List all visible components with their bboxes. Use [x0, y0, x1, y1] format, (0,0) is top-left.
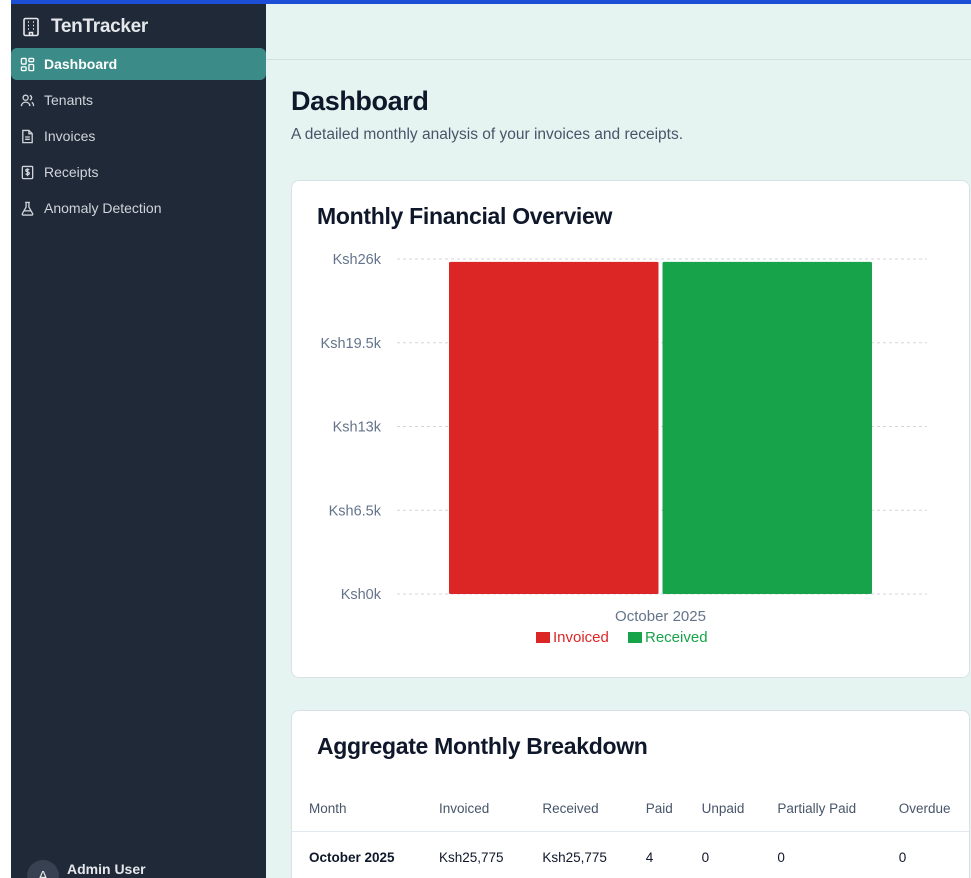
column-header-invoiced[interactable]: Invoiced [421, 787, 526, 832]
x-tick-label: October 2025 [615, 608, 706, 625]
dashboard-icon [20, 57, 35, 71]
y-tick-label: Ksh6.5k [329, 503, 382, 519]
cell-invoiced: Ksh25,775 [438, 849, 504, 865]
sidebar: TenTracker Dashboard Tenants [11, 0, 266, 878]
file-icon [22, 129, 33, 143]
y-tick-label: Ksh13k [333, 420, 382, 436]
user-name: Admin User [67, 861, 146, 877]
bar-received [662, 261, 872, 594]
card-title: Aggregate Monthly Breakdown [317, 733, 648, 759]
top-bar [266, 4, 971, 60]
app-name: TenTracker [51, 16, 148, 37]
sidebar-item-anomaly-detection[interactable]: Anomaly Detection [11, 192, 266, 224]
legend-swatch-invoiced [536, 632, 550, 643]
column-header-received[interactable]: Received [525, 787, 629, 832]
cell-overdue: 0 [898, 849, 907, 865]
bar-chart: Ksh0k Ksh6.5k Ksh13k Ksh19.5k Ksh26k October … [321, 252, 927, 646]
users-icon [20, 93, 35, 106]
y-tick-label: Ksh0k [341, 587, 382, 603]
cell-unpaid: 0 [701, 849, 710, 865]
avatar: A [27, 860, 59, 878]
column-header-partially-paid[interactable]: Partially Paid [760, 787, 882, 832]
legend-label-received: Received [645, 629, 708, 646]
sidebar-item-label: Receipts [44, 164, 99, 180]
sidebar-item-label: Invoices [44, 128, 96, 144]
cell-month: October 2025 [309, 849, 395, 865]
brand[interactable]: TenTracker [21, 14, 148, 40]
top-accent-bar [11, 0, 971, 4]
cell-received: Ksh25,775 [542, 849, 607, 865]
sidebar-item-label: Tenants [44, 92, 94, 108]
sidebar-item-invoices[interactable]: Invoices [11, 120, 266, 152]
cell-partially-paid: 0 [777, 849, 785, 865]
sidebar-item-receipts[interactable]: Receipts [11, 156, 266, 188]
page-title: Dashboard [291, 86, 429, 116]
sidebar-item-label: Dashboard [44, 56, 118, 72]
sidebar-item-label: Anomaly Detection [44, 200, 162, 216]
bar-invoiced [449, 261, 659, 594]
column-header-unpaid[interactable]: Unpaid [684, 787, 761, 832]
sidebar-nav: Dashboard Tenants Invoices [11, 48, 266, 228]
flask-icon [21, 201, 34, 216]
y-tick-label: Ksh19.5k [321, 336, 382, 352]
sidebar-item-dashboard[interactable]: Dashboard [11, 48, 266, 80]
window-edge [0, 0, 11, 878]
page-subtitle: A detailed monthly analysis of your invo… [291, 126, 684, 143]
legend-label-invoiced: Invoiced [553, 629, 609, 646]
table-header-row: Month Invoiced Received Paid Unpaid Part… [292, 787, 969, 832]
sidebar-item-tenants[interactable]: Tenants [11, 84, 266, 116]
monthly-overview-card: Monthly Financial Overview Ksh0k Ksh6.5k K… [291, 180, 970, 678]
column-header-month[interactable]: Month [292, 787, 422, 832]
building-icon [23, 17, 39, 37]
receipt-icon [21, 165, 34, 179]
monthly-breakdown-card: Aggregate Monthly Breakdown Month Invoic… [291, 710, 970, 878]
y-tick-label: Ksh26k [333, 252, 382, 268]
card-title: Monthly Financial Overview [317, 203, 613, 229]
legend-swatch-received [628, 632, 642, 643]
column-header-overdue[interactable]: Overdue [881, 787, 969, 832]
breakdown-table: Month Invoiced Received Paid Unpaid Part… [292, 787, 969, 878]
cell-paid: 4 [645, 849, 654, 865]
column-header-paid[interactable]: Paid [628, 787, 685, 832]
table-row[interactable]: October 2025 Ksh25,775 Ksh25,775 4 0 0 0 [292, 831, 969, 878]
user-profile[interactable]: A Admin User [27, 860, 146, 878]
